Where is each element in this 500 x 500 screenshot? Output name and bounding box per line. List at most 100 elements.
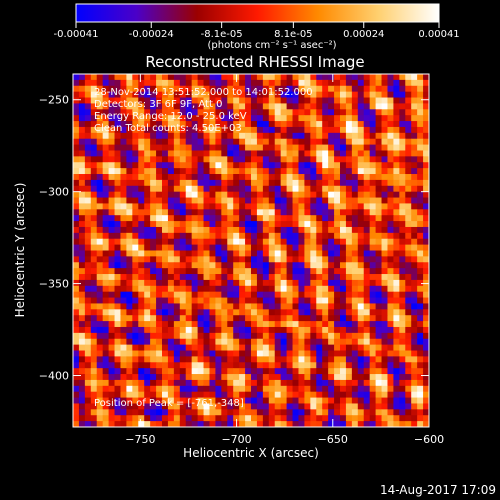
heatmap-cell [304, 291, 311, 298]
heatmap-cell [78, 85, 86, 93]
heatmap-cell [197, 115, 204, 122]
heatmap-cell [96, 362, 104, 369]
heatmap-cell [102, 79, 109, 87]
heatmap-cell [132, 232, 139, 240]
heatmap-cell [417, 197, 424, 204]
heatmap-cell [292, 379, 299, 387]
heatmap-cell [286, 179, 293, 187]
heatmap-cell [221, 209, 228, 216]
heatmap-cell [357, 309, 365, 316]
peak-annotation: Position of Peak = [-761,-348] [94, 398, 244, 409]
heatmap-cell [150, 185, 157, 193]
y-tick-label: −250 [39, 94, 69, 107]
heatmap-cell [179, 79, 187, 87]
heatmap-cell [423, 150, 429, 157]
heatmap-cell [102, 356, 109, 363]
heatmap-cell [78, 262, 86, 269]
heatmap-cell [345, 232, 353, 240]
heatmap-cell [423, 221, 429, 228]
heatmap-cell [298, 291, 305, 298]
heatmap-cell [173, 309, 181, 316]
heatmap-cell [304, 221, 311, 228]
heatmap-cell [209, 391, 216, 398]
heatmap-cell [304, 391, 311, 398]
heatmap-cell [328, 262, 335, 269]
heatmap-cell [381, 150, 388, 157]
heatmap-cell [90, 279, 98, 287]
heatmap-cell [209, 268, 216, 275]
heatmap-cell [268, 344, 276, 351]
heatmap-cell [132, 97, 139, 104]
heatmap-cell [411, 203, 418, 210]
heatmap-cell [298, 350, 305, 357]
heatmap-cell [304, 321, 311, 328]
heatmap-cell [405, 115, 412, 122]
heatmap-cell [108, 274, 115, 281]
heatmap-cell [298, 115, 305, 122]
heatmap-cell [357, 303, 365, 310]
heatmap-cell [423, 179, 429, 187]
heatmap-cell [162, 215, 169, 222]
heatmap-cell [280, 174, 287, 181]
heatmap-cell [381, 103, 388, 110]
heatmap-cell [233, 121, 240, 128]
heatmap-cell [203, 126, 210, 134]
heatmap-cell [144, 150, 151, 157]
annotation-line: 28-Nov-2014 13:51:52.000 to 14:01:52.000 [94, 87, 313, 98]
heatmap-cell [251, 338, 258, 346]
heatmap-cell [185, 315, 193, 322]
heatmap-cell [73, 309, 80, 316]
heatmap-cell [351, 79, 359, 87]
heatmap-cell [316, 97, 323, 104]
heatmap-cell [96, 121, 104, 128]
heatmap-cell [363, 121, 371, 128]
heatmap-cell [322, 215, 329, 222]
heatmap-cell [179, 415, 187, 422]
heatmap-cell [96, 274, 104, 281]
heatmap-cell [102, 268, 109, 275]
heatmap-cell [274, 338, 282, 346]
heatmap-cell [138, 232, 145, 240]
heatmap-cell [351, 250, 359, 257]
heatmap-cell [90, 103, 98, 110]
heatmap-cell [334, 285, 341, 293]
heatmap-cell [120, 285, 127, 293]
heatmap-cell [138, 368, 145, 375]
heatmap-cell [108, 203, 115, 210]
heatmap-cell [84, 274, 92, 281]
heatmap-cell [102, 132, 109, 140]
heatmap-cell [221, 326, 228, 334]
heatmap-cell [108, 215, 115, 222]
heatmap-cell [138, 268, 145, 275]
heatmap-cell [233, 268, 240, 275]
heatmap-cell [280, 368, 287, 375]
plot-frame [72, 73, 430, 428]
heatmap-cell [132, 409, 139, 416]
heatmap-cell [423, 279, 429, 287]
heatmap-cell [156, 338, 163, 346]
heatmap-cell [423, 138, 429, 145]
heatmap-cell [351, 315, 359, 322]
heatmap-cell [162, 174, 169, 181]
heatmap-cell [340, 85, 347, 93]
heatmap-cell [132, 315, 139, 322]
heatmap-cell [138, 421, 145, 427]
heatmap-cell [251, 156, 258, 163]
heatmap-cell [292, 232, 299, 240]
heatmap-cell [399, 126, 406, 134]
heatmap-cell [233, 362, 240, 369]
heatmap-cell [108, 109, 115, 116]
heatmap-cell [268, 179, 276, 187]
heatmap-cell [334, 85, 341, 93]
heatmap-cell [387, 356, 394, 363]
heatmap-cell [221, 315, 228, 322]
heatmap-cell [387, 185, 394, 193]
heatmap-cell [126, 321, 133, 328]
heatmap-cell [102, 121, 109, 128]
heatmap-cell [78, 250, 86, 257]
heatmap-cell [262, 409, 270, 416]
heatmap-cell [162, 197, 169, 204]
heatmap-cell [114, 262, 121, 269]
heatmap-cell [197, 185, 204, 193]
heatmap-cell [84, 391, 92, 398]
